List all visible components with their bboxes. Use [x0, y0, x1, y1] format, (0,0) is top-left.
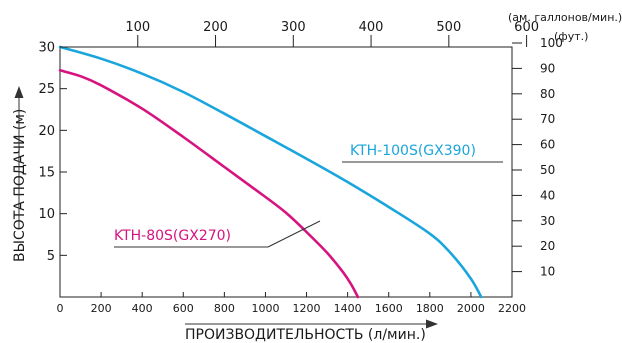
x-tick-label: 200	[91, 302, 112, 315]
plot-border	[59, 46, 513, 298]
performance-curves	[58, 45, 483, 299]
right-tick-label: 60	[540, 138, 555, 152]
right-axis-unit-label: (фут.)	[554, 30, 588, 43]
x-tick-label: 1600	[375, 302, 403, 315]
y-tick-label: 15	[38, 166, 55, 181]
right-tick-label: 40	[540, 188, 555, 202]
series-callout-ktn-100s: KTH-100S(GX390)	[342, 143, 503, 163]
y-tick-label: 30	[38, 41, 55, 56]
y-tick-label: 10	[38, 207, 55, 222]
axis-tick-labels: 0 200 400 600 800 1000 1200 1400 1600 1800 2000 220…	[38, 20, 562, 315]
x-tick-label: 1000	[251, 302, 279, 315]
right-tick-label: 100	[540, 36, 563, 50]
right-tick-label: 30	[540, 214, 555, 228]
x-tick-label: 1800	[416, 302, 444, 315]
series-label-kth-100s: KTH-100S(GX390)	[350, 143, 476, 159]
top-tick-label: 500	[436, 20, 461, 35]
top-axis-unit-label: (ам. галлонов/мин.)	[508, 11, 622, 24]
x-tick-label: 600	[173, 302, 194, 315]
y-tick-label: 25	[38, 82, 55, 97]
top-tick-label: 400	[359, 20, 384, 35]
y-tick-label: 20	[38, 124, 55, 139]
x-tick-label: 400	[132, 302, 153, 315]
y-tick-label: 5	[47, 249, 55, 264]
top-tick-label: 200	[203, 20, 228, 35]
right-tick-label: 50	[540, 163, 555, 177]
x-tick-label: 1400	[334, 302, 362, 315]
x-tick-label: 2200	[498, 302, 526, 315]
right-tick-label: 20	[540, 239, 555, 253]
series-label-kth-80s: KTH-80S(GX270)	[114, 228, 231, 244]
y-axis-arrow	[14, 86, 24, 228]
plot-frame	[59, 46, 513, 298]
top-tick-label: 600	[514, 20, 539, 35]
x-tick-label: 0	[57, 302, 64, 315]
x-tick-label: 1200	[293, 302, 321, 315]
axis-ticks	[59, 35, 528, 297]
y-axis-title: ВЫСОТА ПОДАЧИ (м)	[12, 109, 28, 262]
series-line-1	[58, 69, 360, 299]
right-tick-label: 10	[540, 265, 555, 279]
series-callout-ktn-80s: KTH-80S(GX270)	[114, 220, 321, 248]
top-tick-label: 300	[281, 20, 306, 35]
right-tick-label: 90	[540, 61, 555, 75]
x-tick-label: 800	[214, 302, 235, 315]
x-tick-label: 2000	[457, 302, 485, 315]
top-tick-label: 100	[125, 20, 150, 35]
right-tick-label: 80	[540, 87, 555, 101]
x-axis-arrow	[185, 319, 438, 329]
right-tick-label: 70	[540, 112, 555, 126]
series-line-0	[58, 45, 483, 299]
x-axis-title: ПРОИЗВОДИТЕЛЬНОСТЬ (л/мин.)	[185, 327, 426, 343]
